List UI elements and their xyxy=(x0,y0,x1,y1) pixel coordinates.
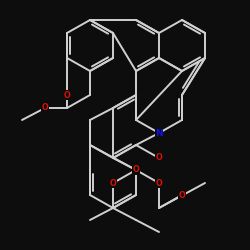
Text: O: O xyxy=(178,190,186,200)
Text: O: O xyxy=(156,154,162,162)
Text: N: N xyxy=(155,128,163,138)
Text: O: O xyxy=(110,178,116,188)
Text: O: O xyxy=(42,104,48,112)
Text: O: O xyxy=(132,166,140,174)
Text: O: O xyxy=(156,178,162,188)
Text: O: O xyxy=(64,90,70,100)
